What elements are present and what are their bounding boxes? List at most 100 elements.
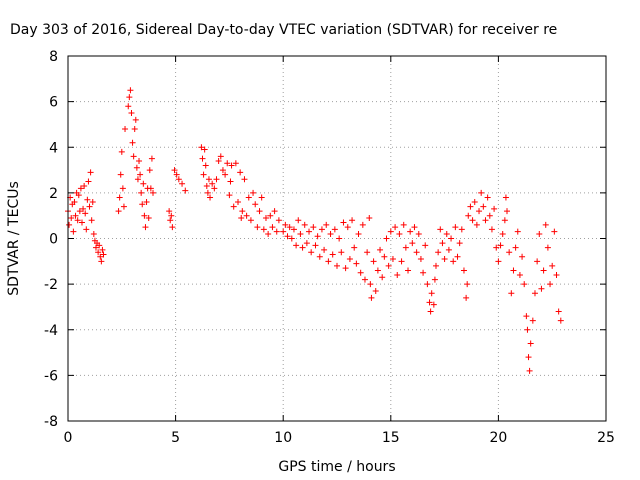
- data-point: [443, 230, 450, 237]
- data-point: [445, 246, 452, 253]
- data-point: [228, 162, 235, 169]
- y-tick-label: 0: [49, 232, 58, 248]
- data-point: [381, 253, 388, 260]
- data-point: [405, 267, 412, 274]
- data-point: [316, 253, 323, 260]
- data-point: [394, 272, 401, 278]
- data-point: [364, 249, 371, 256]
- data-point: [95, 249, 102, 256]
- data-point: [169, 224, 176, 231]
- data-point: [213, 176, 220, 183]
- data-point: [85, 178, 92, 185]
- data-point: [536, 230, 543, 237]
- data-point: [331, 226, 338, 233]
- data-point: [130, 153, 137, 160]
- data-point: [118, 148, 125, 155]
- data-point: [430, 301, 437, 308]
- data-point: [99, 246, 106, 253]
- data-point: [269, 224, 276, 231]
- data-point: [527, 340, 534, 347]
- y-tick-label: -8: [44, 414, 58, 430]
- data-point: [314, 233, 321, 240]
- data-point: [250, 189, 257, 196]
- data-point: [534, 258, 541, 265]
- data-point: [282, 221, 289, 228]
- data-point: [145, 214, 152, 221]
- data-point: [70, 228, 77, 235]
- data-point: [122, 126, 129, 132]
- data-point: [493, 244, 500, 251]
- data-point: [327, 230, 334, 237]
- data-point: [74, 217, 81, 224]
- data-point: [262, 214, 269, 221]
- data-point: [68, 214, 75, 221]
- data-point: [540, 267, 547, 274]
- data-point: [147, 185, 154, 192]
- data-point: [286, 224, 293, 231]
- data-point: [126, 94, 133, 101]
- data-point: [499, 230, 506, 237]
- data-point: [353, 260, 360, 267]
- data-point: [92, 244, 99, 251]
- data-point: [80, 205, 87, 212]
- data-point: [441, 256, 448, 263]
- data-point: [204, 189, 211, 196]
- data-point: [355, 230, 362, 237]
- data-point: [312, 242, 319, 249]
- data-point: [334, 262, 340, 269]
- data-point: [136, 157, 143, 164]
- data-point: [551, 228, 558, 235]
- data-point: [547, 281, 554, 288]
- data-point: [166, 208, 173, 215]
- data-point: [167, 217, 174, 224]
- data-point: [501, 217, 508, 224]
- data-point: [119, 185, 126, 192]
- data-point: [200, 171, 207, 178]
- data-point: [89, 199, 96, 205]
- data-point: [76, 208, 83, 215]
- data-point: [171, 167, 178, 174]
- data-point: [422, 242, 429, 249]
- data-point: [484, 194, 491, 201]
- data-point: [97, 253, 104, 260]
- data-point: [392, 224, 399, 231]
- data-point: [310, 224, 317, 231]
- data-point: [553, 272, 560, 278]
- data-point: [396, 230, 403, 237]
- data-point: [469, 217, 476, 224]
- data-point: [428, 290, 435, 297]
- data-point: [117, 171, 124, 178]
- data-point: [182, 187, 189, 194]
- data-point: [265, 230, 272, 237]
- data-point: [143, 199, 150, 205]
- data-point: [516, 272, 523, 278]
- data-point: [132, 116, 139, 123]
- data-point: [502, 194, 509, 201]
- data-point: [138, 189, 145, 196]
- data-point: [523, 313, 530, 320]
- data-point: [411, 224, 418, 231]
- data-point: [488, 226, 495, 233]
- data-point: [284, 233, 291, 240]
- data-point: [514, 228, 521, 235]
- data-point: [491, 205, 498, 212]
- data-point: [435, 249, 442, 256]
- data-point: [431, 276, 438, 283]
- data-point: [260, 226, 267, 233]
- data-point: [142, 224, 149, 231]
- data-point: [215, 157, 222, 164]
- data-point: [227, 178, 234, 185]
- data-point: [389, 256, 396, 263]
- data-point: [437, 226, 444, 233]
- data-point: [346, 256, 353, 263]
- data-point: [211, 185, 218, 192]
- data-point: [238, 214, 245, 221]
- data-point: [506, 249, 513, 256]
- data-point: [100, 251, 107, 258]
- data-point: [467, 203, 474, 210]
- data-point: [542, 221, 549, 228]
- data-point: [230, 203, 237, 210]
- data-point: [557, 317, 564, 324]
- data-point: [198, 144, 205, 151]
- grid: [68, 56, 606, 421]
